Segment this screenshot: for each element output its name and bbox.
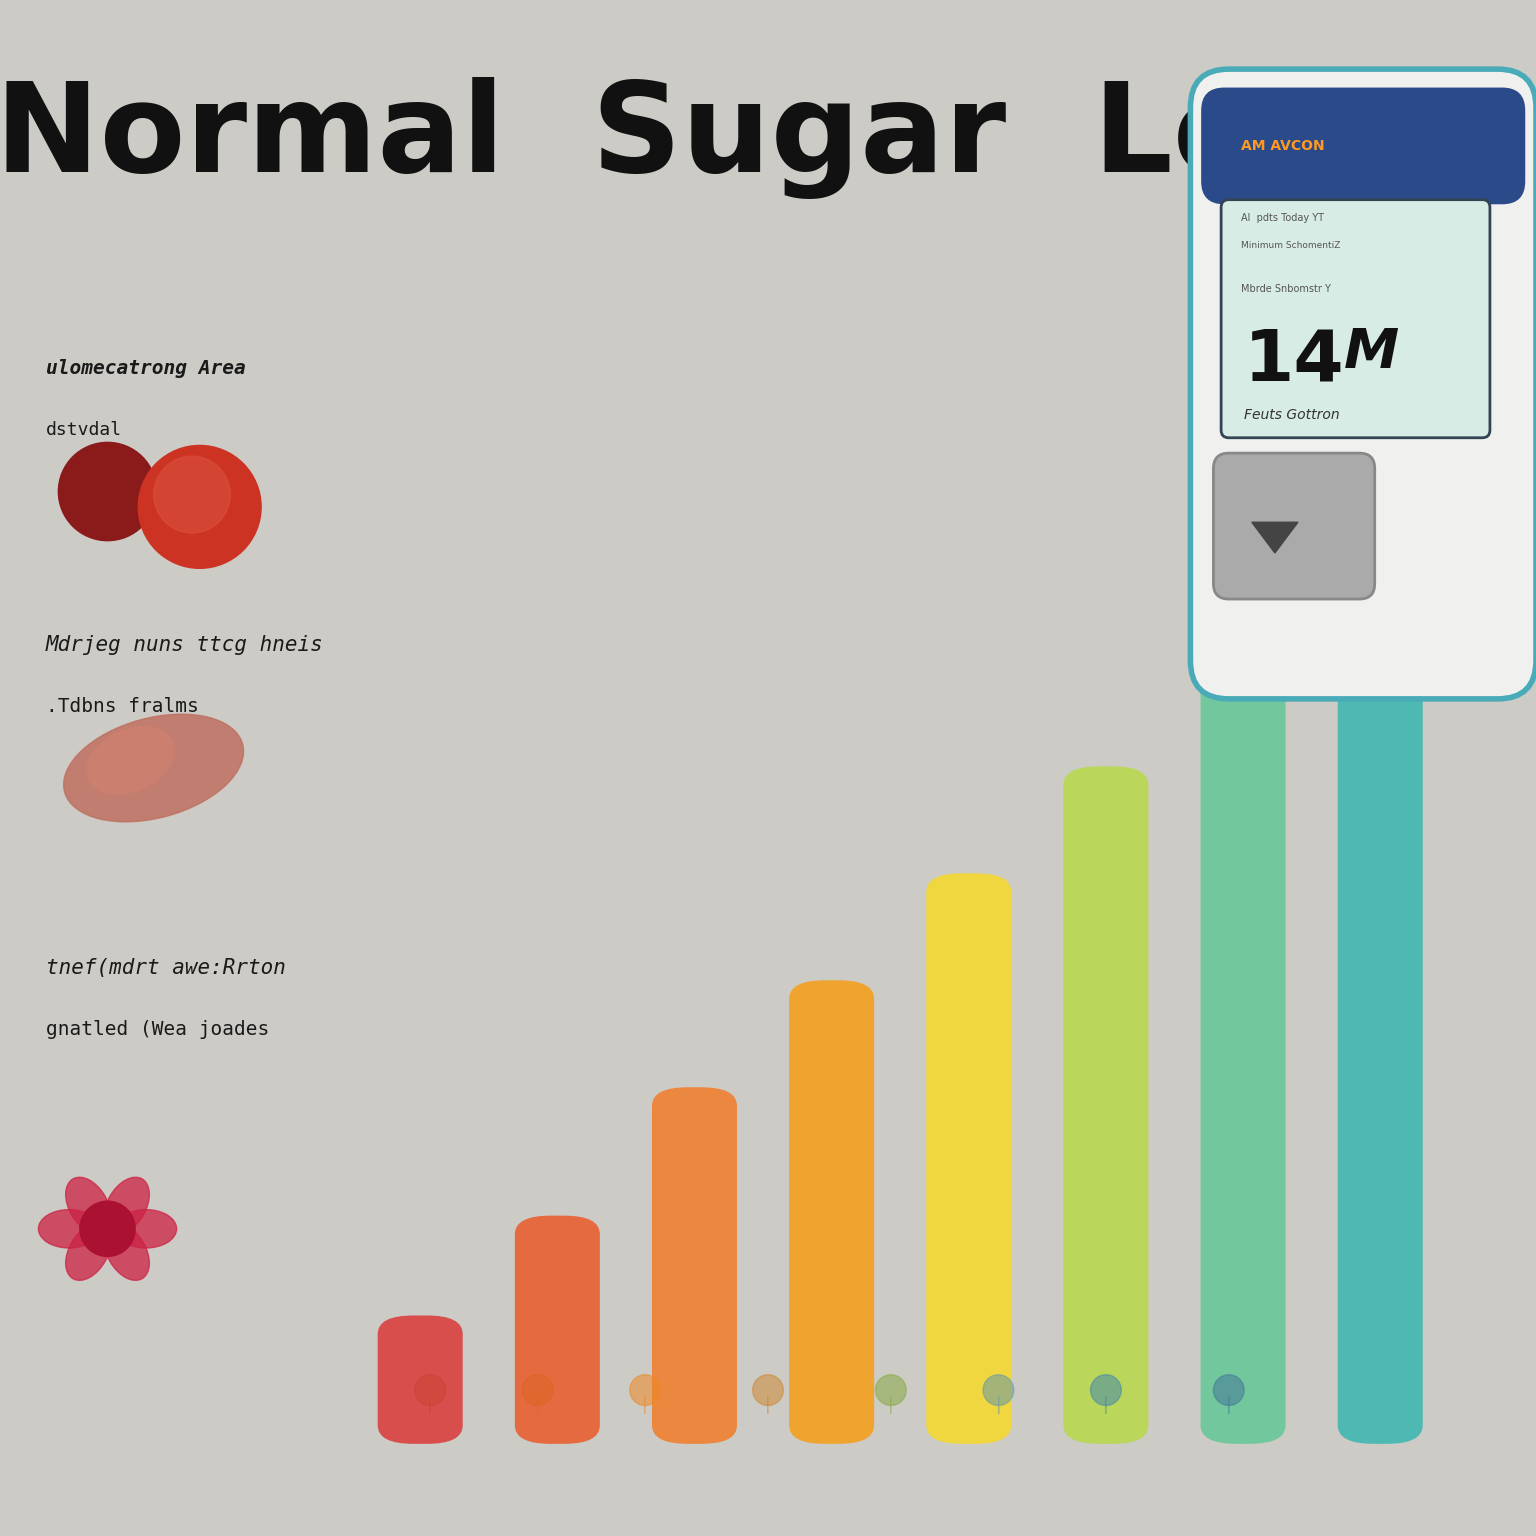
Text: |: | — [1103, 1396, 1109, 1415]
Text: Mbrde Snbomstr Y: Mbrde Snbomstr Y — [1241, 284, 1332, 293]
Text: gnatled (Wea joades: gnatled (Wea joades — [46, 1020, 269, 1038]
Text: |: | — [642, 1396, 648, 1415]
Text: |: | — [427, 1396, 433, 1415]
FancyBboxPatch shape — [378, 1315, 462, 1444]
Text: .Tdbns fralms: .Tdbns fralms — [46, 697, 198, 716]
Text: Mdrjeg nuns ttcg hneis: Mdrjeg nuns ttcg hneis — [46, 634, 324, 656]
FancyBboxPatch shape — [1201, 659, 1286, 1444]
FancyBboxPatch shape — [651, 1087, 737, 1444]
Text: |: | — [995, 1396, 1001, 1415]
Text: |: | — [535, 1396, 541, 1415]
Text: |: | — [765, 1396, 771, 1415]
Text: AM AVCON: AM AVCON — [1241, 138, 1324, 154]
Text: 14: 14 — [1244, 327, 1346, 395]
Text: |: | — [1226, 1396, 1232, 1415]
Text: ulomecatrong Area: ulomecatrong Area — [46, 359, 246, 378]
FancyBboxPatch shape — [1338, 516, 1422, 1444]
Text: |: | — [888, 1396, 894, 1415]
FancyBboxPatch shape — [926, 874, 1011, 1444]
FancyBboxPatch shape — [790, 980, 874, 1444]
Text: Normal  Sugar  Levels: Normal Sugar Levels — [0, 77, 1536, 200]
FancyBboxPatch shape — [1063, 766, 1149, 1444]
Text: Al  pdts Today YT: Al pdts Today YT — [1241, 214, 1324, 223]
Text: tnef(mdrt awe:Rrton: tnef(mdrt awe:Rrton — [46, 957, 286, 978]
Text: Feuts Gottron: Feuts Gottron — [1244, 407, 1339, 422]
Text: Minimum SchomentiZ: Minimum SchomentiZ — [1241, 241, 1341, 250]
Text: dstvdal: dstvdal — [46, 421, 123, 439]
FancyBboxPatch shape — [515, 1215, 601, 1444]
Text: M: M — [1344, 326, 1399, 381]
